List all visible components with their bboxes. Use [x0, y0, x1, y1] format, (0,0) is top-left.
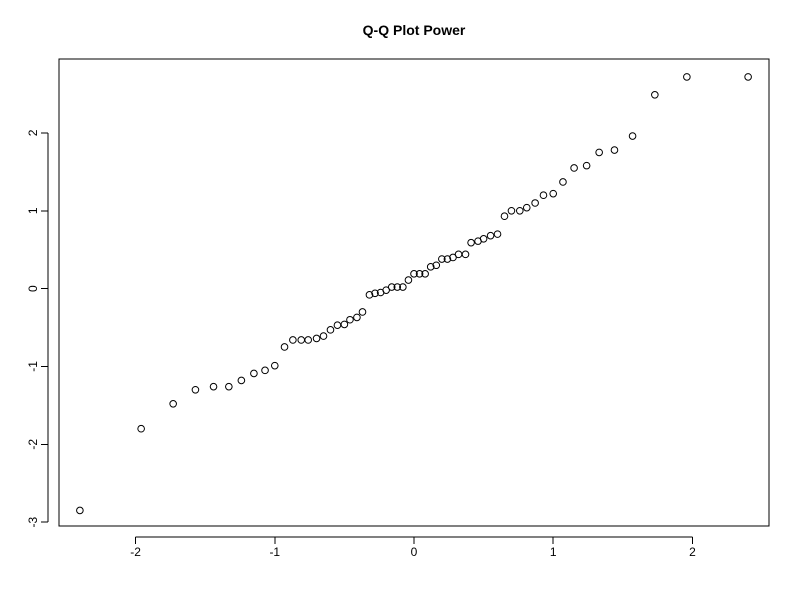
- data-point: [371, 289, 379, 298]
- data-point: [270, 361, 279, 370]
- y-axis: -3 -2 -1 0 1 2: [26, 129, 49, 527]
- data-point: [426, 263, 435, 271]
- data-point: [507, 206, 516, 215]
- data-point: [539, 191, 548, 200]
- y-tick-label: 0: [26, 285, 40, 292]
- data-point: [493, 230, 502, 238]
- x-axis: -2 -1 0 1 2: [130, 536, 696, 559]
- data-point: [582, 161, 591, 170]
- data-point: [191, 385, 200, 394]
- y-tick-label: -3: [26, 516, 40, 527]
- y-tick-label: 2: [26, 129, 40, 136]
- data-point: [225, 382, 233, 391]
- data-point: [250, 369, 258, 378]
- data-point: [549, 189, 558, 198]
- data-point: [137, 424, 145, 433]
- data-point: [610, 146, 619, 154]
- data-point: [522, 203, 531, 212]
- data-point: [340, 320, 349, 329]
- x-tick-label: 1: [550, 545, 557, 559]
- data-point: [297, 336, 306, 344]
- data-point: [209, 382, 218, 391]
- data-point: [169, 400, 177, 408]
- data-point: [399, 283, 407, 291]
- plot-frame: [58, 58, 770, 527]
- data-point: [438, 255, 446, 263]
- data-point: [421, 270, 429, 278]
- data-point: [304, 336, 312, 344]
- data-point: [382, 286, 390, 294]
- data-point: [237, 376, 246, 385]
- data-point: [516, 206, 524, 215]
- x-tick-label: 0: [411, 545, 418, 559]
- data-point: [333, 321, 342, 329]
- data-point: [570, 164, 578, 172]
- data-point: [500, 212, 509, 221]
- data-point: [595, 148, 603, 157]
- data-point: [744, 73, 752, 81]
- data-point: [393, 283, 402, 291]
- y-tick-label: -1: [26, 361, 40, 372]
- y-tick-label: 1: [26, 207, 40, 214]
- data-point: [443, 255, 452, 263]
- data-point: [449, 253, 457, 262]
- data-point: [326, 326, 335, 334]
- data-point: [289, 336, 297, 344]
- x-tick-label: -1: [269, 545, 280, 559]
- data-point: [353, 313, 361, 322]
- data-point: [404, 276, 413, 284]
- data-point: [312, 334, 321, 343]
- data-point: [454, 250, 463, 259]
- data-point: [559, 178, 567, 186]
- x-tick-label: -2: [130, 545, 141, 559]
- data-point: [76, 506, 84, 515]
- data-point: [531, 199, 539, 207]
- data-point: [280, 343, 289, 351]
- x-tick-label: 2: [689, 545, 696, 559]
- data-point: [486, 231, 495, 240]
- data-point: [479, 234, 488, 243]
- data-point: [358, 308, 367, 316]
- data-point: [651, 91, 659, 99]
- chart-title: Q-Q Plot Power: [363, 22, 466, 38]
- data-point: [261, 366, 269, 375]
- data-point: [467, 238, 475, 247]
- data-point: [461, 250, 470, 259]
- data-point: [415, 270, 424, 278]
- data-point: [346, 315, 354, 324]
- data-point: [387, 283, 396, 291]
- data-point: [432, 261, 441, 270]
- data-point: [365, 291, 374, 299]
- data-point: [628, 132, 637, 140]
- y-tick-label: -2: [26, 439, 40, 450]
- data-point: [319, 332, 328, 340]
- data-points: [76, 73, 752, 515]
- data-point: [683, 73, 691, 81]
- data-point: [410, 270, 418, 278]
